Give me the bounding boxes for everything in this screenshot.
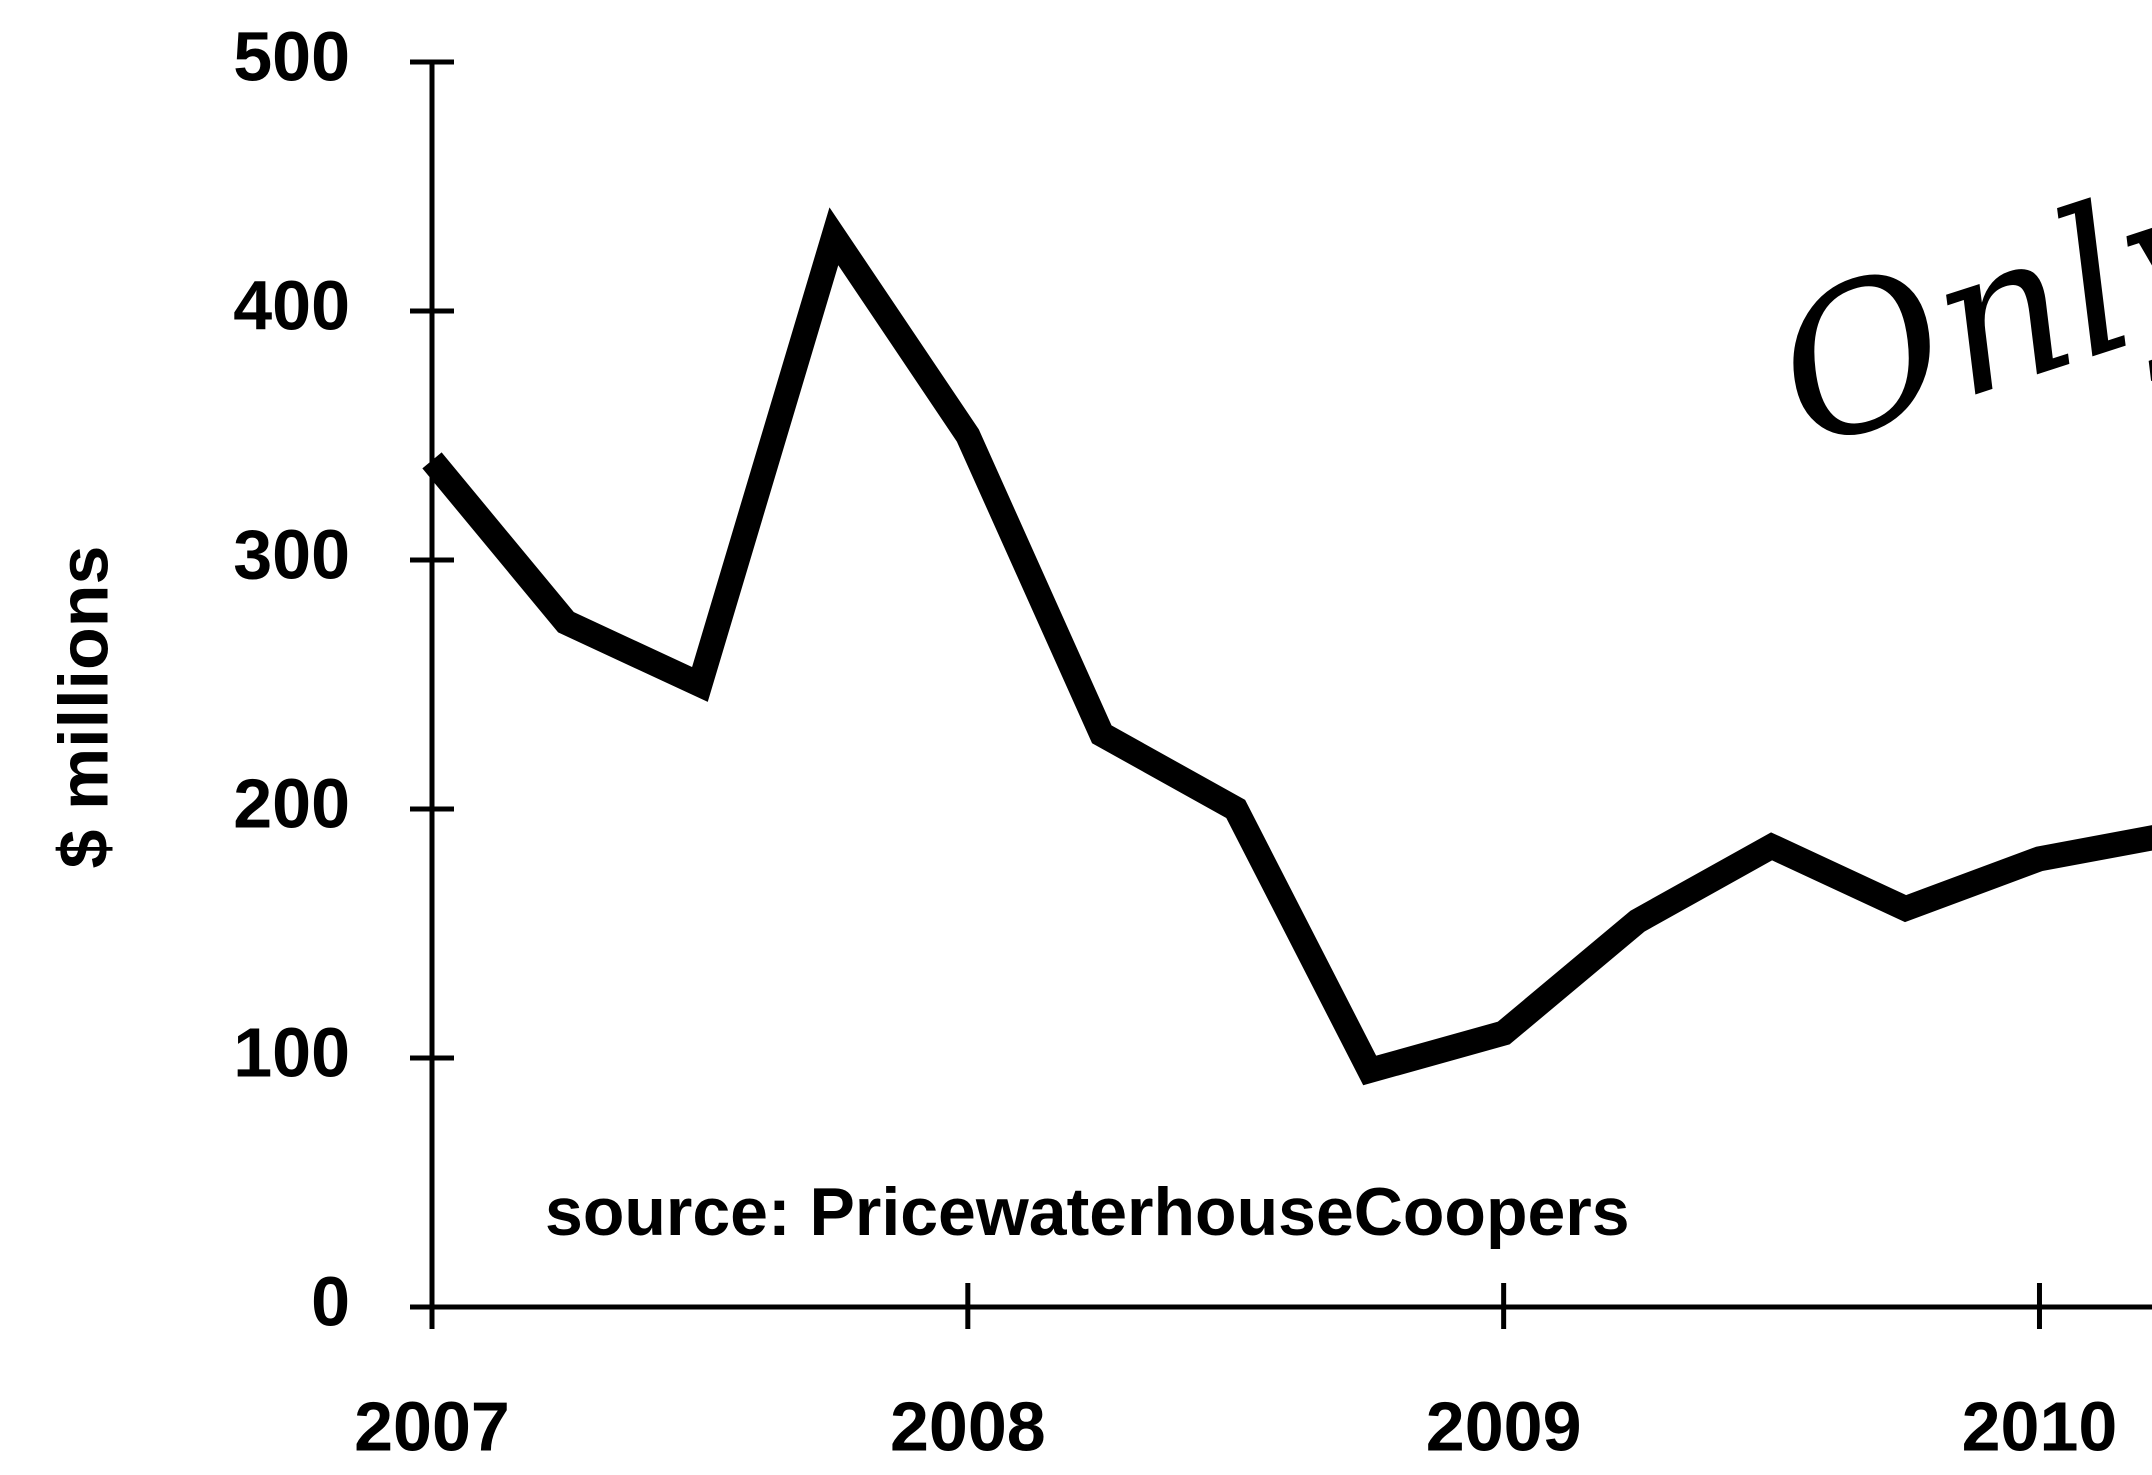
y-axis-label: $ millions	[44, 546, 122, 869]
x-tick-label: 2008	[890, 1387, 1046, 1465]
source-annotation: source: PricewaterhouseCoopers	[545, 1174, 1630, 1250]
y-tick-label: 400	[233, 266, 350, 344]
data-line	[422, 207, 2152, 1086]
handwritten-annotation: Only	[1749, 127, 2152, 495]
x-tick-label: 2010	[1962, 1387, 2118, 1465]
y-tick-label: 100	[233, 1013, 350, 1091]
y-tick-label: 0	[311, 1262, 350, 1340]
x-tick-label: 2007	[354, 1387, 510, 1465]
x-tick-label: 2009	[1426, 1387, 1582, 1465]
y-tick-label: 300	[233, 515, 350, 593]
y-tick-label: 500	[233, 17, 350, 95]
y-tick-label: 200	[233, 764, 350, 842]
